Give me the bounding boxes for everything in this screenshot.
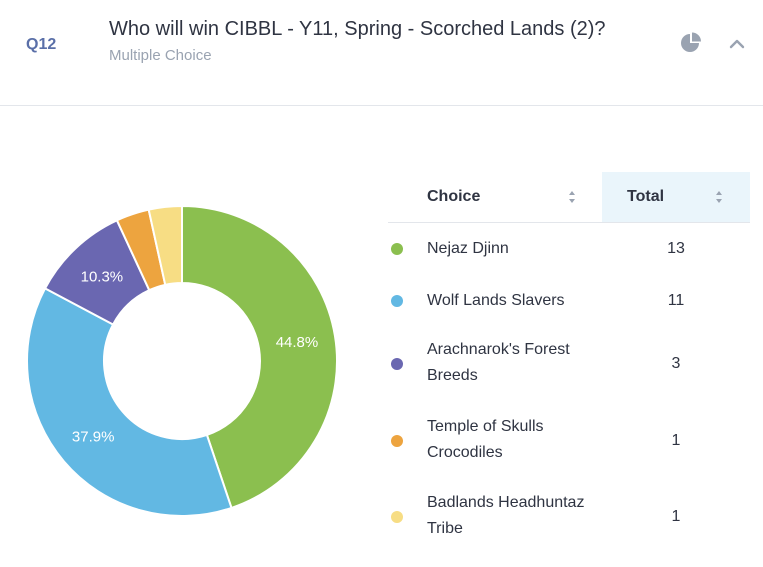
question-number: Q12: [26, 36, 57, 53]
choice-total: 1: [671, 432, 681, 449]
legend-dot: [391, 358, 403, 370]
legend-dot: [391, 435, 403, 447]
table-row[interactable]: Badlands Headhuntaz Tribe 1: [388, 478, 750, 556]
table-row[interactable]: Nejaz Djinn 13: [388, 223, 750, 275]
slice-percent-label: 44.8%: [276, 334, 319, 351]
choice-label: Temple of Skulls Crocodiles: [427, 418, 544, 461]
total-header-label: Total: [627, 188, 665, 205]
choice-label: Badlands Headhuntaz Tribe: [427, 494, 585, 537]
slice-percent-label: 10.3%: [81, 268, 124, 285]
choice-label: Nejaz Djinn: [427, 240, 509, 257]
pie-chart-icon[interactable]: [679, 31, 703, 55]
choice-label: Wolf Lands Slavers: [427, 292, 565, 309]
question-type: Multiple Choice: [109, 47, 212, 64]
chevron-up-icon[interactable]: [725, 32, 749, 56]
choice-total: 1: [671, 508, 681, 525]
total-column-header[interactable]: Total: [602, 172, 750, 222]
table-row[interactable]: Arachnarok's Forest Breeds 3: [388, 325, 750, 402]
table-row[interactable]: Temple of Skulls Crocodiles 1: [388, 402, 750, 478]
legend-dot: [391, 511, 403, 523]
donut-slice[interactable]: [26, 287, 233, 517]
results-table: Choice Total Nejaz Djinn 13 Wolf Lan: [388, 172, 750, 556]
donut-slice[interactable]: [181, 204, 338, 510]
sort-icon[interactable]: [568, 190, 576, 204]
choice-label: Arachnarok's Forest Breeds: [427, 341, 570, 384]
sort-icon[interactable]: [715, 190, 723, 204]
choice-total: 13: [667, 240, 685, 257]
slice-percent-label: 37.9%: [72, 428, 115, 445]
question-title: Who will win CIBBL - Y11, Spring - Scorc…: [109, 18, 606, 40]
donut-slice[interactable]: [147, 204, 183, 287]
legend-dot: [391, 243, 403, 255]
legend-dot: [391, 295, 403, 307]
choice-total: 3: [671, 355, 681, 372]
table-header: Choice Total: [388, 172, 750, 223]
table-row[interactable]: Wolf Lands Slavers 11: [388, 275, 750, 325]
choice-header-label: Choice: [427, 188, 481, 205]
choice-column-header[interactable]: Choice: [388, 172, 602, 222]
choice-total: 11: [667, 292, 685, 309]
question-header: Q12 Who will win CIBBL - Y11, Spring - S…: [0, 0, 763, 106]
donut-chart: 44.8% 37.9% 10.3%: [20, 200, 350, 530]
